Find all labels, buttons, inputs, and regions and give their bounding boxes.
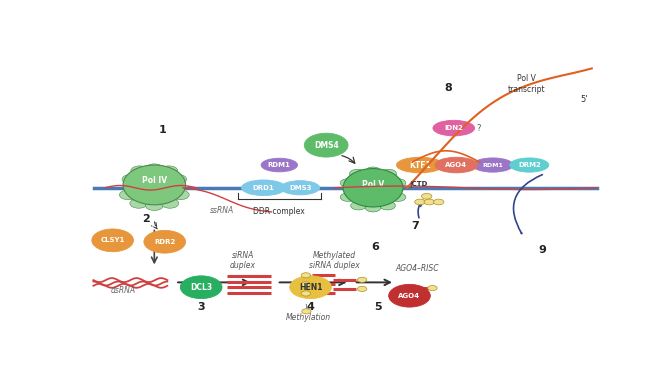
Text: 5: 5 [374,302,382,312]
Text: 9: 9 [538,245,546,255]
Text: RDM1: RDM1 [268,162,291,168]
Circle shape [160,166,177,176]
Text: DDR complex: DDR complex [253,207,305,216]
Circle shape [131,166,149,176]
Text: siRNA
duplex: siRNA duplex [230,251,256,270]
Ellipse shape [281,181,320,195]
Circle shape [388,284,430,307]
Ellipse shape [343,169,403,207]
Circle shape [358,277,367,282]
Text: Pol IV: Pol IV [142,176,167,185]
Circle shape [340,179,356,187]
Text: |CTD: |CTD [409,182,428,189]
Ellipse shape [472,158,513,172]
Circle shape [433,199,444,205]
Text: DCL3: DCL3 [190,283,212,292]
Text: 5': 5' [580,95,588,104]
Circle shape [304,133,348,157]
Circle shape [180,276,222,299]
Text: Pol V
transcript: Pol V transcript [508,75,546,94]
Circle shape [301,273,310,278]
Circle shape [421,193,432,199]
Circle shape [144,230,185,253]
Circle shape [169,175,187,184]
Circle shape [380,201,395,210]
Circle shape [122,175,140,184]
Circle shape [381,169,396,178]
Circle shape [145,164,163,173]
Text: Methylated
siRNA duplex: Methylated siRNA duplex [308,251,360,270]
Text: HEN1: HEN1 [299,283,323,292]
Text: 6: 6 [372,242,380,252]
Text: 1: 1 [158,124,166,135]
Circle shape [171,190,190,200]
Circle shape [340,193,356,201]
FancyArrowPatch shape [513,175,542,234]
Circle shape [424,199,435,205]
Circle shape [390,193,406,201]
Ellipse shape [241,180,286,196]
Text: 4: 4 [306,302,314,312]
Ellipse shape [435,157,478,173]
Text: DMS4: DMS4 [314,141,339,150]
Text: AGO4: AGO4 [398,293,421,299]
Circle shape [358,286,367,292]
Circle shape [365,167,381,176]
Circle shape [120,190,137,200]
Text: RDR2: RDR2 [154,239,175,245]
Ellipse shape [510,158,549,172]
Text: 3: 3 [198,302,205,312]
Circle shape [302,309,311,314]
Circle shape [145,201,163,210]
Text: DRD1: DRD1 [253,185,275,191]
Text: DMS3: DMS3 [289,185,311,191]
Text: ?: ? [476,124,481,132]
Circle shape [349,169,366,178]
Ellipse shape [433,120,474,136]
Circle shape [92,229,134,252]
Circle shape [365,203,381,212]
Text: KTF1: KTF1 [409,161,431,169]
Circle shape [301,282,310,287]
Circle shape [130,199,148,208]
Text: dsRNA: dsRNA [110,286,136,294]
Ellipse shape [396,157,444,173]
Circle shape [428,286,437,291]
Text: 8: 8 [445,83,452,93]
Circle shape [351,201,366,210]
Circle shape [390,179,406,187]
Ellipse shape [261,158,298,172]
Text: Pol V: Pol V [362,180,384,189]
Circle shape [301,291,310,296]
Text: AGO4–RISC: AGO4–RISC [396,264,439,273]
Text: 7: 7 [411,221,419,231]
Circle shape [290,276,331,299]
Text: IDN2: IDN2 [444,125,463,131]
Text: Methylation: Methylation [286,313,331,322]
Text: ssRNA: ssRNA [210,206,234,215]
Text: AGO4: AGO4 [446,162,468,168]
Text: 2: 2 [142,214,151,224]
Text: RDM1: RDM1 [482,162,503,168]
Ellipse shape [123,165,185,205]
Circle shape [415,199,425,205]
Circle shape [161,199,179,208]
Text: DRM2: DRM2 [518,162,541,168]
Text: CLSY1: CLSY1 [100,237,125,243]
